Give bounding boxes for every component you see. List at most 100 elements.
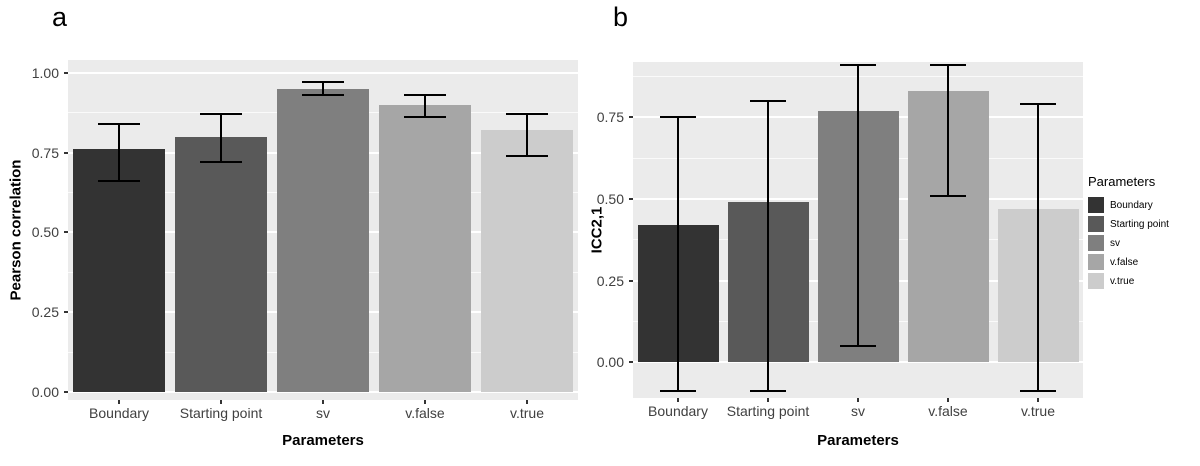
x-tick-label: Starting point — [179, 405, 263, 421]
error-bar-cap — [929, 194, 967, 197]
x-tick-label: v.true — [1021, 403, 1055, 419]
y-tick-mark — [629, 198, 633, 200]
x-tick-mark — [322, 400, 324, 404]
x-tick-label: Boundary — [89, 405, 149, 421]
error-bar-line — [220, 114, 222, 163]
legend-key-label: v.true — [1110, 275, 1135, 287]
x-tick-mark — [118, 400, 120, 404]
error-bar-cap — [302, 81, 344, 84]
y-tick-label: 1.00 — [31, 64, 59, 81]
x-tick-label: v.true — [510, 405, 544, 421]
y-tick-label: 0.75 — [31, 144, 59, 161]
error-bar-cap — [506, 154, 548, 157]
y-axis-title-b: ICC2,1 — [588, 206, 606, 254]
legend-item: Boundary — [1088, 197, 1169, 213]
x-tick-mark — [947, 398, 949, 402]
legend-items: Boundary Starting point sv v.false v.true — [1088, 197, 1169, 292]
legend-key-swatch — [1088, 235, 1104, 251]
bar-boundary — [73, 149, 165, 392]
y-tick-label: 0.50 — [596, 191, 624, 207]
error-bar-cap — [98, 122, 140, 125]
legend-item: v.false — [1088, 254, 1169, 270]
y-tick-mark — [64, 391, 68, 394]
legend-key-label: Starting point — [1110, 218, 1169, 230]
legend-key-swatch — [1088, 254, 1104, 270]
legend-key-swatch — [1088, 273, 1104, 289]
x-tick-label: sv — [316, 405, 330, 421]
y-tick-label: 0.25 — [31, 304, 59, 321]
error-bar-line — [118, 123, 120, 182]
x-tick-mark — [1037, 398, 1039, 402]
panel-letter-b: b — [613, 2, 629, 32]
bar-v-false — [379, 104, 471, 392]
error-bar-line — [767, 101, 769, 392]
x-tick-label: v.false — [928, 403, 968, 419]
bar-starting-point — [175, 136, 267, 392]
x-tick-mark — [526, 400, 528, 404]
y-tick-label: 0.50 — [31, 224, 59, 241]
x-tick-label: Boundary — [648, 403, 708, 419]
y-tick-label: 0.75 — [596, 109, 624, 126]
error-bar-cap — [929, 64, 967, 67]
x-axis-title-b: Parameters — [817, 432, 899, 449]
error-bar-cap — [404, 94, 446, 97]
gridline-major — [633, 361, 1083, 364]
x-tick-label: v.false — [405, 405, 445, 421]
legend-item: sv — [1088, 235, 1169, 251]
error-bar-line — [677, 117, 679, 392]
error-bar-cap — [1019, 390, 1057, 393]
error-bar-cap — [839, 64, 877, 67]
error-bar-cap — [659, 390, 697, 393]
x-tick-mark — [677, 398, 679, 402]
panel-letter-a: a — [52, 2, 68, 32]
error-bar-line — [424, 95, 426, 118]
error-bar-cap — [200, 161, 242, 164]
error-bar-cap — [200, 113, 242, 116]
x-tick-label: sv — [851, 403, 865, 419]
legend-key-label: sv — [1110, 237, 1120, 249]
y-tick-mark — [64, 231, 68, 234]
x-tick-mark — [220, 400, 222, 404]
bar-sv — [277, 88, 369, 392]
error-bar-cap — [1019, 103, 1057, 106]
error-bar-cap — [749, 390, 787, 393]
x-tick-mark — [857, 398, 859, 402]
legend-title: Parameters — [1088, 174, 1156, 189]
error-bar-cap — [749, 100, 787, 103]
y-tick-mark — [629, 279, 633, 282]
error-bar-cap — [839, 344, 877, 347]
legend-key-swatch — [1088, 216, 1104, 232]
y-tick-mark — [629, 361, 633, 364]
legend-key-label: Boundary — [1110, 199, 1153, 211]
error-bar-line — [1037, 104, 1039, 392]
error-bar-cap — [302, 94, 344, 97]
error-bar-line — [947, 65, 949, 196]
plot-area-a — [68, 60, 578, 400]
error-bar-cap — [98, 180, 140, 183]
error-bar-line — [526, 114, 528, 156]
y-tick-mark — [629, 116, 633, 119]
gridline-major — [68, 71, 578, 74]
subplot-b: b ICC2,1 Parameters 0.00 0.25 0.50 0.75 Boun… — [585, 0, 1085, 466]
legend-key-label: v.false — [1110, 256, 1139, 268]
legend-item: v.true — [1088, 273, 1169, 289]
error-bar-line — [322, 82, 324, 96]
gridline-major — [68, 391, 578, 394]
error-bar-cap — [506, 113, 548, 116]
error-bar-cap — [404, 116, 446, 119]
bar-v-true — [481, 130, 573, 393]
y-tick-label: 0.25 — [596, 272, 624, 289]
subplot-a: a Pearson correlation Parameters 0.00 0.2… — [0, 0, 585, 466]
x-tick-label: Starting point — [726, 403, 810, 419]
y-tick-mark — [64, 151, 68, 154]
y-tick-mark — [64, 311, 68, 314]
error-bar-cap — [659, 116, 697, 119]
error-bar-line — [857, 65, 859, 346]
legend: Parameters Boundary Starting point sv v.fal… — [1088, 0, 1200, 466]
x-tick-mark — [767, 398, 769, 402]
y-tick-label: 0.00 — [596, 354, 624, 371]
y-tick-label: 0.00 — [31, 384, 59, 401]
legend-item: Starting point — [1088, 216, 1169, 232]
y-tick-mark — [64, 71, 68, 74]
